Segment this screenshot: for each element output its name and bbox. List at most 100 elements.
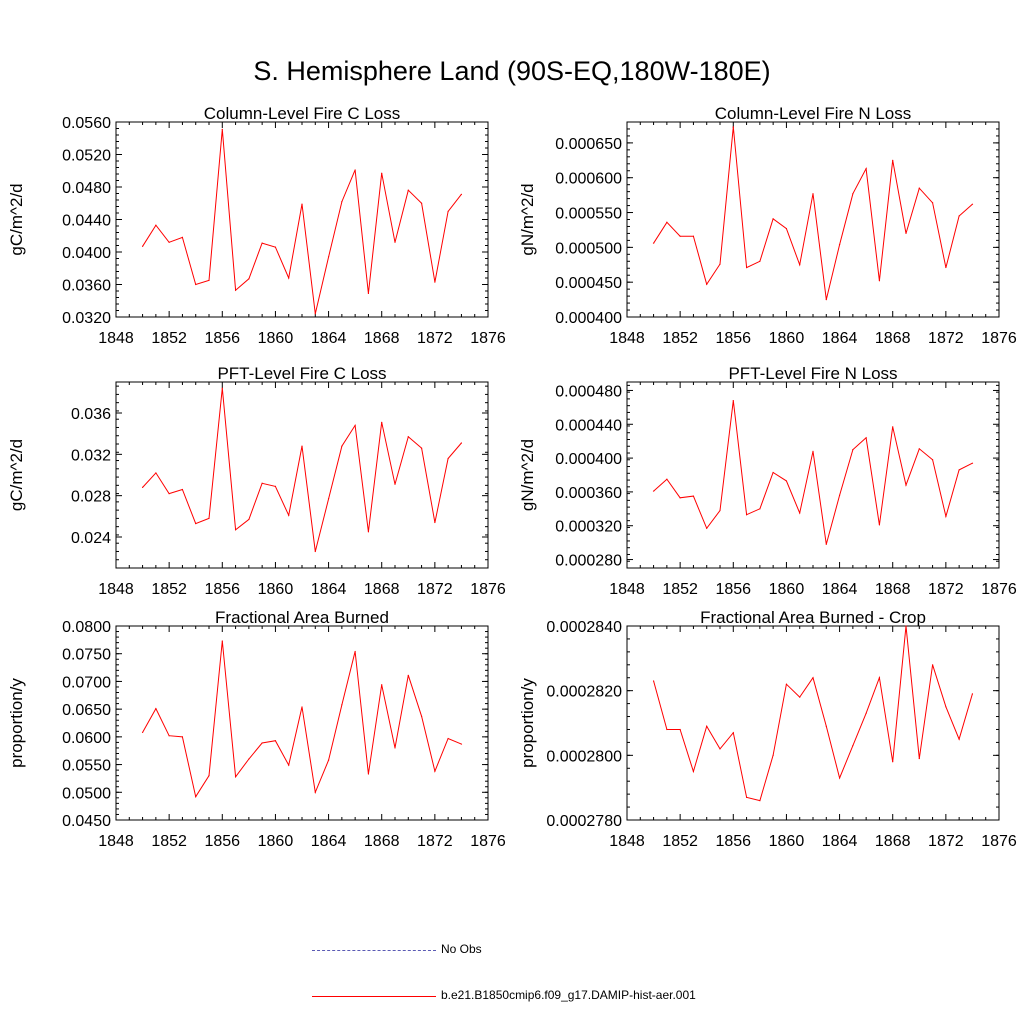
data-point xyxy=(234,776,237,778)
x-tick-label: 1860 xyxy=(769,330,805,347)
data-point xyxy=(460,442,463,444)
data-point xyxy=(407,436,409,438)
y-tick-label: 0.0500 xyxy=(62,785,111,802)
legend-line-model-run xyxy=(312,996,436,997)
data-point xyxy=(971,462,974,464)
data-point xyxy=(679,497,681,499)
x-tick-label: 1848 xyxy=(609,833,645,850)
data-point xyxy=(274,246,277,248)
data-point xyxy=(248,518,250,521)
x-tick-label: 1852 xyxy=(151,581,187,598)
y-tick-label: 0.0450 xyxy=(62,813,111,830)
data-point xyxy=(772,471,774,474)
data-point xyxy=(288,514,290,516)
data-point xyxy=(652,242,655,244)
x-tick-label: 1876 xyxy=(470,581,506,598)
data-point xyxy=(759,260,761,262)
data-point xyxy=(745,514,748,516)
data-point xyxy=(679,235,681,237)
y-tick-label: 0.0600 xyxy=(62,730,111,747)
x-tick-label: 1856 xyxy=(715,330,751,347)
data-point xyxy=(394,241,396,243)
series-line xyxy=(653,400,973,545)
data-point xyxy=(168,241,170,243)
panel-title: Fractional Area Burned xyxy=(215,608,389,627)
x-tick-label: 1872 xyxy=(928,833,964,850)
y-tick-label: 0.000400 xyxy=(555,310,622,327)
data-point xyxy=(301,706,303,708)
data-point xyxy=(719,263,721,265)
chart-panel-2: Column-Level Fire N Loss gN/m^2/d 1848 1852… xyxy=(518,104,1017,347)
data-point xyxy=(434,521,436,524)
x-tick-label: 1848 xyxy=(609,330,645,347)
data-point xyxy=(799,512,801,514)
x-tick-label: 1856 xyxy=(204,330,240,347)
chart-panel-1: Column-Level Fire C Loss gC/m^2/d 1848 1852… xyxy=(7,104,506,347)
data-point xyxy=(745,796,748,798)
data-point xyxy=(971,693,974,695)
x-tick-label: 1860 xyxy=(769,833,805,850)
data-point xyxy=(314,550,316,553)
data-point xyxy=(381,421,383,423)
data-point xyxy=(420,715,423,717)
data-point xyxy=(354,169,356,171)
data-point xyxy=(354,650,356,653)
y-axis-label: proportion/y xyxy=(518,678,537,768)
x-tick-label: 1876 xyxy=(981,330,1017,347)
data-point xyxy=(825,725,827,727)
data-point xyxy=(341,445,343,447)
data-point xyxy=(905,625,907,627)
x-tick-label: 1876 xyxy=(981,833,1017,850)
data-point xyxy=(460,743,463,745)
y-tick-label: 0.0002820 xyxy=(546,684,622,701)
panel-title: Column-Level Fire C Loss xyxy=(204,104,401,123)
data-point xyxy=(732,126,734,128)
data-point xyxy=(327,256,330,258)
data-point xyxy=(381,172,383,174)
x-tick-label: 1864 xyxy=(311,833,347,850)
data-point xyxy=(799,264,801,266)
series-line xyxy=(653,625,973,802)
data-point xyxy=(434,770,436,772)
chart-panel-4: PFT-Level Fire N Loss gN/m^2/d 1848 1852 185… xyxy=(518,364,1017,598)
y-tick-label: 0.0750 xyxy=(62,647,111,664)
data-point xyxy=(772,754,774,756)
x-tick-label: 1860 xyxy=(258,330,294,347)
data-point xyxy=(261,742,263,744)
data-point xyxy=(838,777,841,779)
data-point xyxy=(394,747,396,749)
figure-title: S. Hemisphere Land (90S-EQ,180W-180E) xyxy=(253,56,771,86)
data-point xyxy=(772,218,774,220)
x-tick-label: 1864 xyxy=(311,330,347,347)
y-tick-label: 0.000320 xyxy=(555,519,622,536)
data-point xyxy=(785,480,788,482)
x-tick-label: 1868 xyxy=(364,330,400,347)
y-tick-label: 0.028 xyxy=(71,489,111,506)
plot-frame xyxy=(626,381,1000,569)
data-point xyxy=(314,791,316,793)
series-line xyxy=(142,640,462,798)
x-tick-label: 1848 xyxy=(609,581,645,598)
y-axis-label: gC/m^2/d xyxy=(7,183,26,255)
data-point xyxy=(918,448,920,450)
data-point xyxy=(141,245,144,247)
x-tick-label: 1864 xyxy=(822,330,858,347)
data-point xyxy=(181,236,184,238)
y-tick-label: 0.0700 xyxy=(62,674,111,691)
data-point xyxy=(301,203,303,205)
data-point xyxy=(274,485,277,487)
y-tick-label: 0.000450 xyxy=(555,275,622,292)
data-point xyxy=(447,457,449,460)
plot-frame xyxy=(626,121,1000,318)
data-point xyxy=(865,168,867,170)
data-point xyxy=(892,761,894,763)
data-point xyxy=(825,298,827,301)
data-point xyxy=(931,664,934,666)
data-point xyxy=(460,193,463,195)
data-point xyxy=(447,737,449,740)
data-point xyxy=(195,796,197,798)
data-point xyxy=(234,289,237,291)
y-tick-label: 0.0550 xyxy=(62,758,111,775)
y-tick-label: 0.0360 xyxy=(62,278,111,295)
data-point xyxy=(706,283,708,285)
